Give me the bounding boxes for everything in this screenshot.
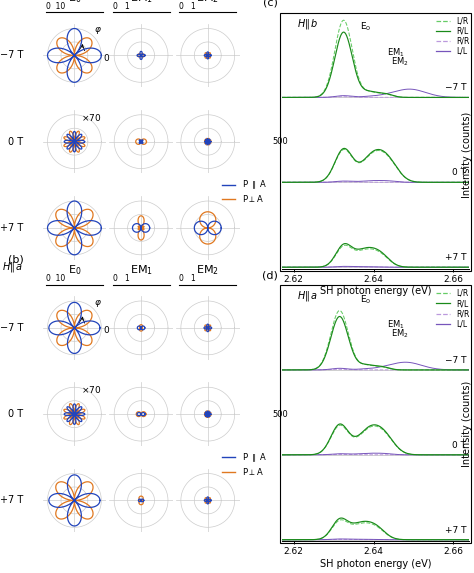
Text: 0  10: 0 10 [46, 2, 65, 11]
Text: +7 T: +7 T [445, 253, 466, 262]
Text: 500: 500 [272, 138, 288, 147]
Text: 0  10: 0 10 [46, 274, 65, 284]
Text: EM$_2$: EM$_2$ [196, 264, 219, 277]
Text: E$_0$: E$_0$ [360, 293, 371, 305]
Text: E$_0$: E$_0$ [68, 264, 81, 277]
Text: 0   1: 0 1 [179, 2, 196, 11]
Text: $H\|\,a$: $H\|\,a$ [2, 260, 24, 274]
Text: Intensity (counts): Intensity (counts) [462, 112, 472, 198]
Text: −7 T: −7 T [445, 356, 466, 365]
Text: $H\|\,a$: $H\|\,a$ [297, 289, 318, 303]
Text: +7 T: +7 T [0, 496, 24, 505]
X-axis label: SH photon energy (eV): SH photon energy (eV) [320, 559, 431, 569]
Text: −7 T: −7 T [0, 50, 24, 60]
Legend: L/R, R/L, R/R, L/L: L/R, R/L, R/R, L/L [436, 289, 469, 328]
Text: EM$_2$: EM$_2$ [391, 56, 408, 68]
Text: E$_0$: E$_0$ [68, 0, 81, 5]
Text: 0: 0 [103, 326, 109, 335]
Text: 0 T: 0 T [9, 136, 24, 147]
Legend: L/R, R/L, R/R, L/L: L/R, R/L, R/R, L/L [436, 17, 469, 56]
Text: 0: 0 [103, 54, 109, 62]
Legend: P $\parallel$ A, P$\perp$A: P $\parallel$ A, P$\perp$A [222, 451, 267, 477]
Text: +7 T: +7 T [445, 525, 466, 535]
X-axis label: SH photon energy (eV): SH photon energy (eV) [320, 286, 431, 296]
Text: 0 T: 0 T [453, 168, 466, 177]
Text: 500: 500 [272, 410, 288, 419]
Text: Intensity (counts): Intensity (counts) [462, 381, 472, 467]
Text: EM$_1$: EM$_1$ [387, 46, 404, 58]
Text: $\times$70: $\times$70 [81, 112, 101, 123]
Text: $\times$70: $\times$70 [81, 384, 101, 395]
Text: E$_0$: E$_0$ [360, 21, 371, 33]
Text: +7 T: +7 T [0, 223, 24, 233]
Text: $\varphi$: $\varphi$ [94, 25, 101, 36]
Text: EM$_2$: EM$_2$ [391, 328, 408, 340]
Text: EM$_1$: EM$_1$ [387, 319, 404, 331]
Text: (d): (d) [262, 270, 278, 280]
Text: 0   1: 0 1 [179, 274, 196, 284]
Text: EM$_1$: EM$_1$ [129, 264, 153, 277]
Text: $H\|\,b$: $H\|\,b$ [2, 0, 24, 1]
Legend: P $\parallel$ A, P$\perp$A: P $\parallel$ A, P$\perp$A [222, 179, 267, 204]
Text: −7 T: −7 T [445, 84, 466, 92]
Text: EM$_2$: EM$_2$ [196, 0, 219, 5]
Text: EM$_1$: EM$_1$ [129, 0, 153, 5]
Text: $\varphi$: $\varphi$ [94, 297, 101, 308]
Text: (c): (c) [263, 0, 278, 7]
Text: 0   1: 0 1 [112, 274, 129, 284]
Text: 0   1: 0 1 [112, 2, 129, 11]
Text: 0 T: 0 T [9, 409, 24, 419]
Text: $H\|\,b$: $H\|\,b$ [297, 17, 319, 31]
Text: 0 T: 0 T [453, 441, 466, 450]
Text: −7 T: −7 T [0, 323, 24, 333]
Text: (b): (b) [8, 254, 24, 264]
